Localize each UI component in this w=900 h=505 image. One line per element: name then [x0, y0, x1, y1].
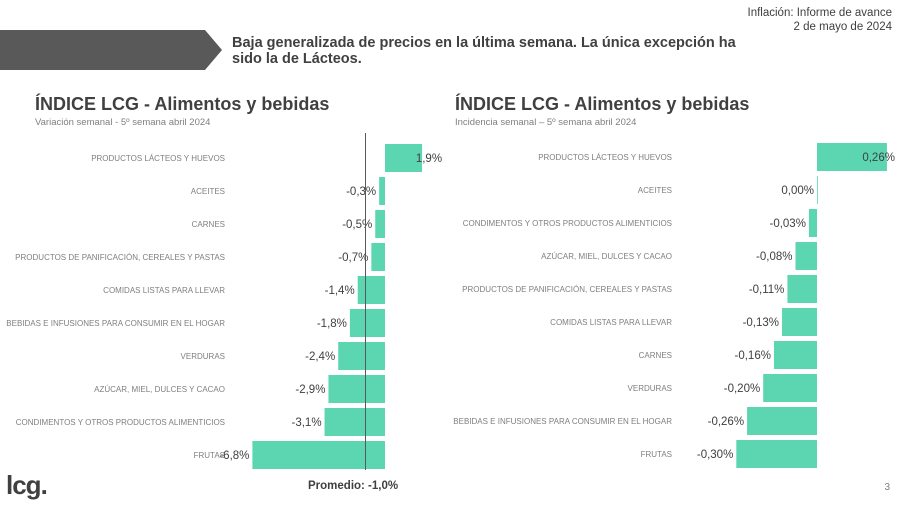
right-value-label: -0,03%	[769, 218, 805, 230]
right-value-label: -0,20%	[724, 383, 760, 395]
left-value-label: -0,5%	[342, 219, 372, 231]
left-bar-10	[252, 441, 385, 469]
left-value-label: -2,9%	[295, 384, 325, 396]
average-label: Promedio: -1,0%	[308, 480, 399, 492]
right-bar-4	[795, 242, 817, 270]
left-value-label: 1,9%	[416, 153, 442, 165]
right-bar-5	[787, 275, 817, 303]
title-banner	[0, 30, 222, 70]
left-value-label: -2,4%	[305, 351, 335, 363]
right-category-label: BEBIDAS E INFUSIONES PARA CONSUMIR EN EL…	[453, 417, 672, 426]
left-chart-title: ÍNDICE LCG - Alimentos y bebidas	[35, 94, 330, 114]
right-category-label: PRODUCTOS LÁCTEOS Y HUEVOS	[538, 153, 672, 162]
left-bar-3	[375, 210, 385, 238]
left-category-label: PRODUCTOS DE PANIFICACIÓN, CEREALES Y PA…	[15, 253, 225, 262]
right-bar-2	[817, 176, 818, 204]
left-bar-2	[379, 177, 385, 205]
left-category-label: FRUTAS	[194, 451, 225, 460]
left-category-label: PRODUCTOS LÁCTEOS Y HUEVOS	[91, 154, 225, 163]
left-value-label: -1,8%	[317, 318, 347, 330]
left-bar-9	[324, 408, 385, 436]
lcg-logo: lcg.	[6, 470, 48, 500]
right-chart-title: ÍNDICE LCG - Alimentos y bebidas	[455, 94, 750, 114]
headline: Baja generalizada de precios en la últim…	[232, 35, 736, 67]
right-category-label: COMIDAS LISTAS PARA LLEVAR	[550, 318, 672, 327]
right-value-label: 0,00%	[781, 185, 814, 197]
right-category-label: PRODUCTOS DE PANIFICACIÓN, CEREALES Y PA…	[462, 285, 672, 294]
page-number: 3	[884, 482, 890, 493]
left-category-label: CONDIMENTOS Y OTROS PRODUCTOS ALIMENTICI…	[16, 418, 225, 427]
left-category-label: VERDURAS	[181, 352, 225, 361]
right-category-label: VERDURAS	[628, 384, 672, 393]
right-category-label: FRUTAS	[641, 450, 672, 459]
right-value-label: -0,30%	[697, 449, 733, 461]
left-bar-4	[371, 243, 385, 271]
left-bar-5	[357, 276, 385, 304]
left-value-label: -1,4%	[325, 285, 355, 297]
report-info: Inflación: Informe de avance 2 de mayo d…	[748, 6, 892, 34]
right-chart-subtitle: Incidencia semanal – 5º semana abril 202…	[455, 117, 637, 128]
right-value-label: -0,08%	[756, 251, 792, 263]
right-category-label: AZÚCAR, MIEL, DULCES Y CACAO	[541, 252, 672, 261]
left-value-label: -6,8%	[219, 450, 249, 462]
right-bar-7	[773, 341, 817, 369]
right-value-label: -0,13%	[743, 317, 779, 329]
left-value-label: -0,7%	[338, 252, 368, 264]
right-bar-6	[782, 308, 817, 336]
right-category-label: CARNES	[639, 351, 672, 360]
right-bar-10	[736, 440, 817, 468]
left-category-label: CARNES	[192, 220, 225, 229]
right-value-label: -0,26%	[708, 416, 744, 428]
right-bar-1	[817, 143, 887, 171]
left-category-label: ACEITES	[191, 187, 225, 196]
left-category-label: AZÚCAR, MIEL, DULCES Y CACAO	[94, 385, 225, 394]
right-bar-8	[763, 374, 817, 402]
left-bar-1	[385, 144, 423, 172]
right-value-label: -0,11%	[749, 284, 785, 296]
left-bar-6	[349, 309, 385, 337]
left-bar-7	[338, 342, 385, 370]
report-title: Inflación: Informe de avance	[747, 7, 892, 19]
left-chart-subtitle: Variación semanal - 5º semana abril 2024	[35, 117, 211, 128]
report-date: 2 de mayo de 2024	[793, 21, 892, 33]
right-category-label: CONDIMENTOS Y OTROS PRODUCTOS ALIMENTICI…	[463, 219, 672, 228]
left-category-label: COMIDAS LISTAS PARA LLEVAR	[103, 286, 225, 295]
right-bar-9	[747, 407, 817, 435]
right-value-label: -0,16%	[735, 350, 771, 362]
right-bar-3	[808, 209, 817, 237]
left-category-label: BEBIDAS E INFUSIONES PARA CONSUMIR EN EL…	[6, 319, 225, 328]
right-category-label: ACEITES	[638, 186, 672, 195]
left-bar-8	[328, 375, 385, 403]
left-value-label: -3,1%	[292, 417, 322, 429]
left-value-label: -0,3%	[346, 186, 376, 198]
right-value-label: 0,26%	[862, 152, 895, 164]
